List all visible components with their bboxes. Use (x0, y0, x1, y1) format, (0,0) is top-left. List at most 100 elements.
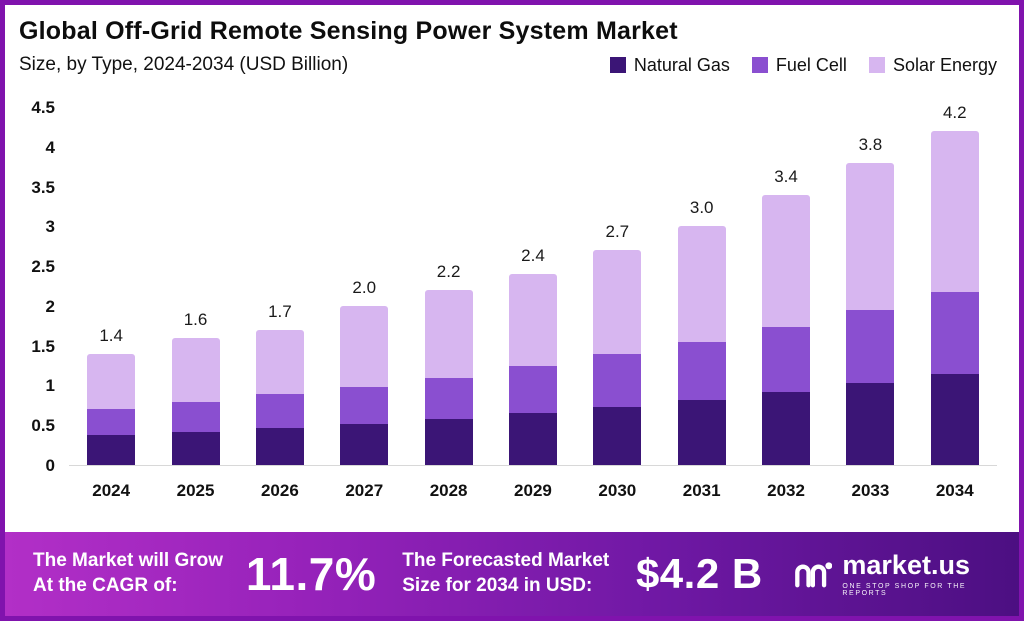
bar-segment-solar-energy (762, 194, 811, 328)
bar-segment-natural-gas (87, 434, 136, 465)
bar-segment-solar-energy (930, 130, 979, 293)
bar-total-label: 2.0 (352, 277, 377, 297)
brand-tagline: One Stop Shop For The Reports (842, 582, 967, 597)
y-axis: 0 0.5 1 1.5 2 2.5 3 3.5 4 4.5 (19, 98, 69, 475)
chart-area: Global Off-Grid Remote Sensing Power Sys… (5, 5, 1019, 532)
bar-column-2024: 1.4 2024 (82, 108, 140, 500)
bar-stack (340, 305, 389, 465)
bar-total-label: 2.4 (521, 246, 545, 266)
bar-segment-natural-gas (677, 399, 726, 465)
bar-segment-fuel-cell (171, 402, 220, 432)
bar-segment-fuel-cell (846, 309, 895, 384)
y-axis-label: 4.5 (31, 98, 55, 117)
bar-segment-solar-energy (171, 337, 220, 403)
bar-segment-solar-energy (593, 250, 642, 355)
brand-logo: market.us One Stop Shop For The Reports (793, 549, 991, 597)
bar-column-2028: 2.2 2028 (420, 108, 478, 500)
y-axis-label: 3 (45, 217, 55, 237)
bar-segment-solar-energy (255, 329, 304, 395)
bar-segment-natural-gas (424, 418, 473, 465)
bar-stack (424, 290, 473, 465)
bar-total-label: 1.4 (99, 325, 123, 345)
y-axis-label: 1 (45, 376, 55, 396)
cagr-label: The Market will Grow At the CAGR of: (33, 550, 224, 596)
bar-column-2033: 3.8 2033 (841, 108, 899, 500)
bar-segment-fuel-cell (677, 341, 726, 400)
legend-swatch-fuel-cell (751, 57, 768, 73)
bar-segment-natural-gas (508, 412, 557, 465)
bar-column-2027: 2.0 2027 (335, 108, 393, 500)
y-axis-label: 2 (45, 296, 55, 316)
brand-name: market.us (842, 549, 970, 580)
bar-segment-solar-energy (508, 274, 557, 367)
bar-total-label: 3.0 (689, 198, 714, 218)
bar-segment-solar-energy (87, 353, 136, 409)
bar-column-2034: 4.2 2034 (926, 103, 984, 500)
x-axis-label: 2027 (345, 481, 384, 500)
bar-stack (846, 162, 895, 465)
bar-stack (255, 329, 304, 465)
footer-banner: The Market will Grow At the CAGR of: 11.… (5, 532, 1019, 616)
y-axis-label: 2.5 (31, 257, 55, 277)
bar-segment-fuel-cell (593, 354, 642, 407)
bar-segment-fuel-cell (762, 327, 811, 392)
brand-texts: market.us One Stop Shop For The Reports (842, 549, 991, 597)
x-axis-label: 2033 (851, 481, 890, 500)
bar-total-label: 2.2 (436, 261, 461, 281)
bar-segment-natural-gas (255, 427, 304, 465)
bar-total-label: 1.7 (268, 301, 292, 321)
bar-column-2030: 2.7 2030 (588, 108, 646, 500)
legend-item-fuel-cell: Fuel Cell (751, 54, 847, 76)
bar-segment-solar-energy (424, 290, 473, 378)
bar-column-2032: 3.4 2032 (757, 108, 815, 500)
chart-header-row: Size, by Type, 2024-2034 (USD Billion) N… (19, 54, 997, 76)
bar-segment-solar-energy (846, 162, 895, 310)
legend-swatch-natural-gas (609, 57, 626, 73)
bar-stack (508, 274, 557, 465)
legend-item-solar-energy: Solar Energy (868, 54, 997, 76)
forecast-label: The Forecasted Market Size for 2034 in U… (402, 550, 610, 596)
y-axis-label: 3.5 (31, 177, 55, 197)
bar-total-label: 3.4 (774, 166, 798, 186)
y-axis-label: 1.5 (31, 336, 55, 356)
x-axis-label: 2026 (260, 481, 299, 500)
bar-total-label: 4.2 (942, 102, 967, 122)
bar-segment-natural-gas (846, 383, 895, 465)
forecast-value: $4.2 B (635, 550, 763, 597)
legend: Natural Gas Fuel Cell Solar Energy (609, 54, 997, 76)
bar-plot: 1.4 2024 1.6 2025 1.7 2026 2.0 2027 2.2 2028 2.4 20… (69, 103, 997, 500)
bar-column-2026: 1.7 2026 (251, 108, 309, 500)
x-axis-label: 2028 (429, 481, 468, 500)
bar-segment-solar-energy (677, 226, 726, 342)
y-axis-label: 0 (45, 456, 55, 475)
legend-item-natural-gas: Natural Gas (609, 54, 730, 76)
bar-total-label: 1.6 (183, 309, 208, 329)
bar-stack (593, 250, 642, 465)
bar-segment-fuel-cell (87, 408, 136, 435)
bar-segment-solar-energy (340, 305, 389, 388)
bar-segment-fuel-cell (340, 387, 389, 424)
legend-label-fuel-cell: Fuel Cell (775, 54, 847, 75)
legend-swatch-solar-energy (868, 57, 885, 73)
x-axis-label: 2025 (176, 481, 215, 500)
bar-stack (677, 226, 726, 465)
bar-segment-fuel-cell (424, 377, 473, 419)
y-axis-label: 0.5 (31, 416, 55, 436)
bar-segment-natural-gas (762, 391, 811, 465)
bar-segment-natural-gas (171, 431, 220, 465)
x-axis-label: 2034 (935, 481, 974, 500)
chart-subtitle: Size, by Type, 2024-2034 (USD Billion) (19, 54, 349, 75)
x-axis-label: 2032 (767, 481, 805, 500)
bar-stack (87, 353, 136, 465)
legend-label-natural-gas: Natural Gas (633, 54, 730, 75)
bar-total-label: 3.8 (858, 134, 883, 154)
bar-segment-fuel-cell (255, 394, 304, 428)
bar-column-2025: 1.6 2025 (167, 108, 225, 500)
market-us-logo-icon (794, 562, 832, 588)
cagr-value: 11.7% (245, 548, 377, 600)
legend-label-solar-energy: Solar Energy (892, 54, 997, 75)
bar-segment-natural-gas (593, 406, 642, 465)
bar-segment-fuel-cell (930, 292, 979, 374)
bar-column-2029: 2.4 2029 (504, 108, 562, 500)
bar-stack (762, 194, 811, 465)
